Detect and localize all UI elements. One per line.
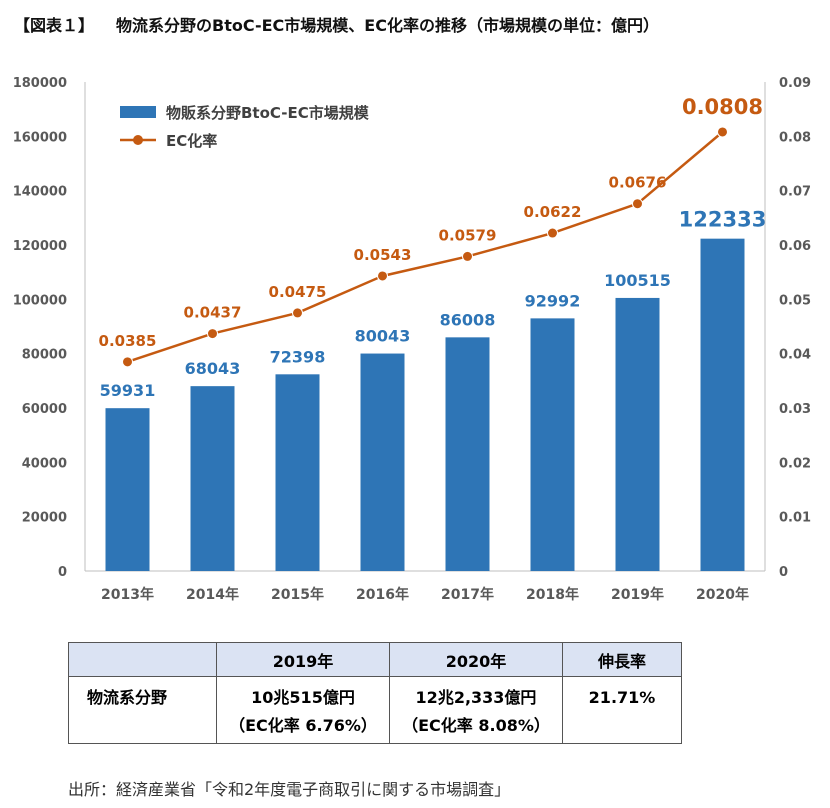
table-header-2020: 2020年 [389, 642, 563, 677]
cell-2019-rate: （EC化率 6.76%） [229, 716, 377, 735]
source-note: 出所：経済産業省「令和2年度電子商取引に関する市場調査」 [68, 780, 511, 799]
x-tick-label: 2020年 [696, 586, 749, 603]
title-text: 物流系分野のBtoC-EC市場規模、EC化率の推移（市場規模の単位：億円） [116, 16, 659, 35]
left-tick-label: 80000 [22, 348, 67, 363]
right-tick-label: 0.07 [779, 185, 811, 200]
x-tick-label: 2016年 [356, 586, 409, 603]
ec-rate-point [717, 126, 728, 138]
legend-bar-label: 物販系分野BtoC-EC市場規模 [166, 104, 370, 122]
x-tick-label: 2013年 [101, 586, 154, 603]
left-tick-label: 120000 [13, 239, 67, 254]
ec-rate-label: 0.0579 [439, 226, 497, 244]
bar [615, 297, 660, 571]
ec-rate-label: 0.0437 [184, 304, 242, 322]
bar [105, 408, 150, 571]
figure-tag: 【図表１】 [14, 16, 95, 35]
legend-line-label: EC化率 [166, 132, 217, 150]
bar [360, 353, 405, 571]
right-tick-label: 0.08 [779, 130, 811, 145]
ec-rate-point [547, 227, 558, 239]
bar-value-label: 122333 [679, 208, 767, 232]
left-tick-label: 40000 [22, 456, 67, 471]
left-tick-label: 160000 [13, 130, 67, 145]
chart-area: 0 20000 40000 60000 80000 100000 120000 140000 1… [13, 76, 811, 603]
x-tick-label: 2014年 [186, 586, 239, 603]
bar [530, 318, 575, 571]
summary-table: 2019年 2020年 伸長率 物流系分野 10兆515億円 （EC化率 6.7… [68, 642, 682, 744]
cell-2019: 10兆515億円 （EC化率 6.76%） [216, 676, 390, 744]
right-tick-label: 0.09 [779, 76, 811, 91]
right-tick-label: 0.02 [779, 456, 811, 471]
bar-value-label: 92992 [525, 291, 581, 310]
ec-rate-label: 0.0475 [269, 283, 327, 301]
cell-2020-amount: 12兆2,333億円 [415, 688, 537, 707]
ec-rate-label: 0.0676 [609, 174, 667, 192]
left-tick-label: 60000 [22, 402, 67, 417]
chart-title: 【図表１】 物流系分野のBtoC-EC市場規模、EC化率の推移（市場規模の単位：億… [14, 12, 659, 36]
right-tick-label: 0.03 [779, 402, 811, 417]
table-header-2019: 2019年 [216, 642, 390, 677]
bar-value-label: 86008 [440, 310, 496, 329]
right-tick-label: 0.01 [779, 511, 811, 526]
ec-rate-label: 0.0385 [99, 332, 157, 350]
table-row: 物流系分野 10兆515億円 （EC化率 6.76%） 12兆2,333億円 （… [68, 676, 682, 744]
x-tick-label: 2019年 [611, 586, 664, 603]
ec-rate-point [122, 356, 133, 368]
ec-rate-line [127, 131, 724, 364]
left-tick-label: 180000 [13, 76, 67, 91]
x-tick-label: 2018年 [526, 586, 579, 603]
left-tick-label: 100000 [13, 293, 67, 308]
left-tick-label: 140000 [13, 185, 67, 200]
x-tick-label: 2017年 [441, 586, 494, 603]
bar [445, 337, 490, 571]
cell-2020: 12兆2,333億円 （EC化率 8.08%） [389, 676, 563, 744]
bar [190, 386, 235, 571]
left-tick-label: 20000 [22, 511, 67, 526]
bar-value-label: 72398 [270, 347, 326, 366]
ec-rate-label: 0.0622 [524, 203, 582, 221]
bar-value-label: 59931 [100, 381, 156, 400]
ec-rate-label: 0.0543 [354, 246, 412, 264]
row-label: 物流系分野 [68, 676, 217, 744]
bar-value-label: 100515 [604, 271, 671, 290]
left-tick-label: 0 [58, 565, 67, 580]
table-header-growth: 伸長率 [562, 642, 682, 677]
right-tick-label: 0.06 [779, 239, 811, 254]
ec-rate-point [207, 328, 218, 340]
bar-value-label: 80043 [355, 327, 411, 346]
ec-rate-point [292, 307, 303, 319]
bar [275, 374, 320, 571]
x-tick-label: 2015年 [271, 586, 324, 603]
table-header-empty [68, 642, 217, 677]
bar-value-label: 68043 [185, 359, 241, 378]
legend-line-marker [133, 135, 143, 145]
table-header-row: 2019年 2020年 伸長率 [68, 642, 682, 677]
right-tick-label: 0 [779, 565, 788, 580]
ec-rate-label: 0.0808 [682, 95, 763, 119]
cell-growth: 21.71% [562, 676, 682, 744]
legend-bar-swatch [120, 106, 156, 118]
ec-rate-point [632, 198, 643, 210]
cell-2020-rate: （EC化率 8.08%） [402, 716, 550, 735]
right-tick-label: 0.05 [779, 293, 811, 308]
cell-2019-amount: 10兆515億円 [251, 688, 355, 707]
ec-rate-point [462, 250, 473, 262]
right-tick-label: 0.04 [779, 348, 811, 363]
bar [700, 238, 745, 571]
ec-rate-point [377, 270, 388, 282]
